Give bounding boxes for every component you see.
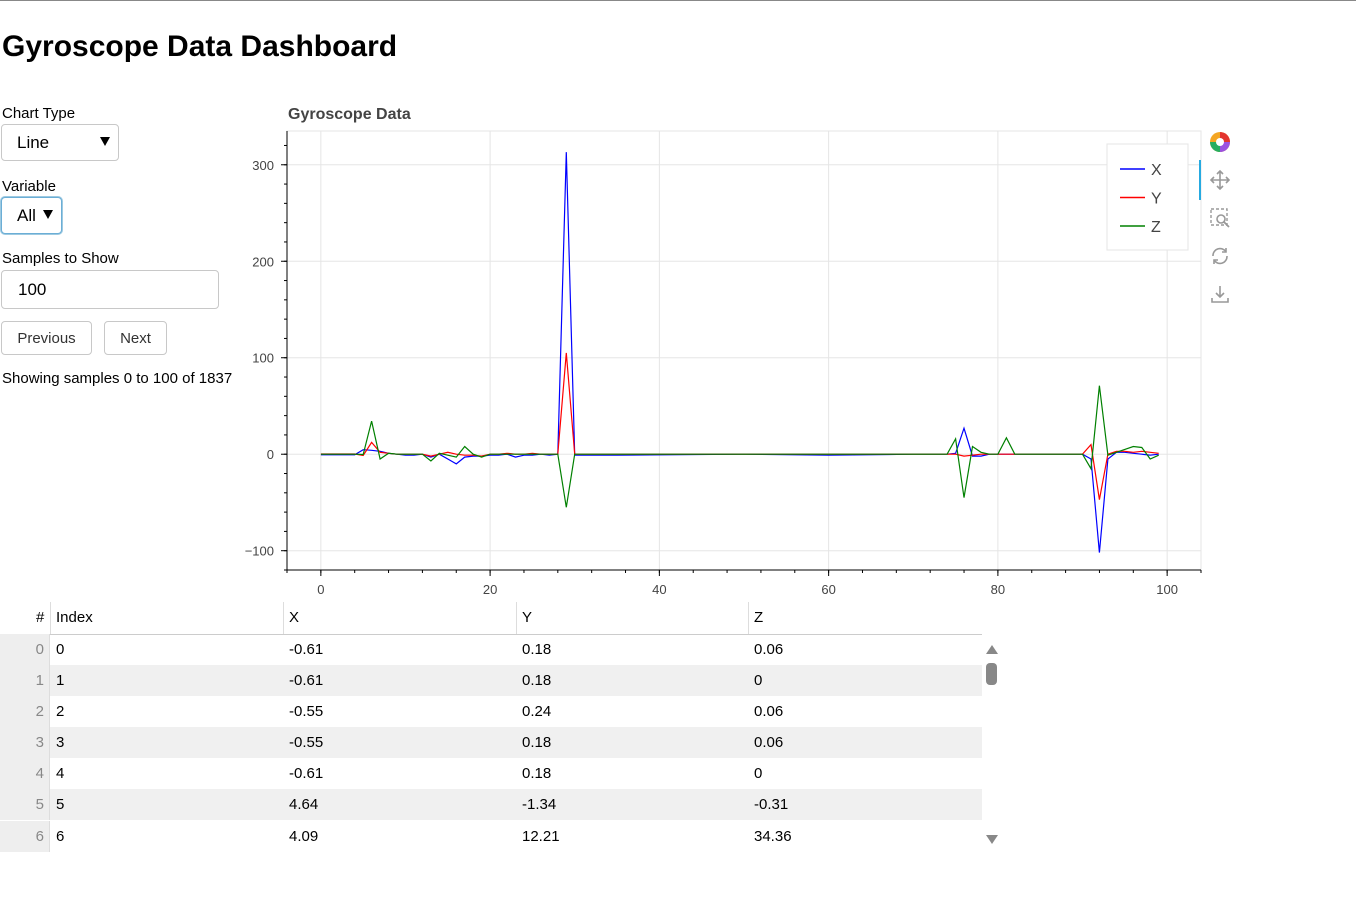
y-tick-label: 300 <box>252 158 274 173</box>
cell-y[interactable]: -1.34 <box>522 796 557 813</box>
cell-x[interactable]: -0.61 <box>289 641 324 658</box>
cell-index[interactable]: 1 <box>56 672 65 689</box>
cell-y[interactable]: 0.24 <box>522 703 552 720</box>
table-header: # Index X Y Z <box>0 602 1001 635</box>
cell-y[interactable]: 0.18 <box>522 672 552 689</box>
cell-x[interactable]: -0.61 <box>289 672 324 689</box>
table-row[interactable]: 4 4 -0.61 0.18 0 <box>0 758 982 789</box>
chevron-down-icon <box>43 210 53 219</box>
header-rownum[interactable]: # <box>36 609 45 626</box>
samples-label: Samples to Show <box>2 250 119 267</box>
bokeh-logo-icon[interactable] <box>1209 131 1231 153</box>
cell-index[interactable]: 0 <box>56 641 65 658</box>
cell-x[interactable]: -0.55 <box>289 734 324 751</box>
row-number: 1 <box>0 665 50 696</box>
box-zoom-icon[interactable] <box>1209 207 1231 229</box>
cell-index[interactable]: 2 <box>56 703 65 720</box>
chart-type-value: Line <box>17 132 50 152</box>
x-tick-label: 100 <box>1156 582 1178 597</box>
reset-icon[interactable] <box>1209 245 1231 267</box>
x-tick-label: 0 <box>317 582 324 597</box>
page-title: Gyroscope Data Dashboard <box>2 30 398 63</box>
cell-x[interactable]: 4.09 <box>289 828 319 845</box>
cell-z[interactable]: 0.06 <box>754 641 784 658</box>
column-divider <box>283 602 284 634</box>
next-button[interactable]: Next <box>104 321 167 355</box>
header-x[interactable]: X <box>289 609 300 626</box>
cell-y[interactable]: 0.18 <box>522 765 552 782</box>
row-number: 4 <box>0 758 50 789</box>
data-table: # Index X Y Z 0 0 -0.61 0.18 0.06 1 1 -0… <box>0 602 1001 853</box>
x-tick-label: 80 <box>991 582 1005 597</box>
column-divider <box>50 602 51 634</box>
cell-z[interactable]: 0 <box>754 672 763 689</box>
cell-x[interactable]: 4.64 <box>289 796 319 813</box>
x-tick-label: 40 <box>652 582 666 597</box>
table-row[interactable]: 5 5 4.64 -1.34 -0.31 <box>0 789 982 820</box>
scroll-thumb[interactable] <box>986 663 997 685</box>
variable-value: All <box>17 205 36 225</box>
legend-label-z: Z <box>1151 219 1161 236</box>
cell-z[interactable]: -0.31 <box>754 796 789 813</box>
row-number: 6 <box>0 821 50 852</box>
table-row[interactable]: 6 6 4.09 12.21 34.36 <box>0 821 982 852</box>
cell-z[interactable]: 0 <box>754 765 763 782</box>
header-z[interactable]: Z <box>754 609 764 626</box>
chart-title: Gyroscope Data <box>288 106 411 123</box>
variable-select[interactable]: All <box>1 197 62 234</box>
window-top-border <box>0 0 1356 1</box>
column-divider <box>748 602 749 634</box>
row-number: 0 <box>0 634 50 665</box>
previous-button[interactable]: Previous <box>1 321 92 355</box>
pan-icon[interactable] <box>1209 169 1231 191</box>
header-index[interactable]: Index <box>56 609 93 626</box>
toolbar-active-indicator <box>1199 160 1201 200</box>
table-row[interactable]: 3 3 -0.55 0.18 0.06 <box>0 727 982 758</box>
scroll-up-arrow-icon[interactable] <box>986 645 998 654</box>
scroll-down-arrow-icon[interactable] <box>986 835 998 844</box>
samples-status: Showing samples 0 to 100 of 1837 <box>2 370 233 387</box>
chart-legend <box>1106 143 1189 251</box>
save-icon[interactable] <box>1209 283 1231 305</box>
chevron-down-icon <box>100 137 110 146</box>
x-tick-label: 20 <box>483 582 497 597</box>
column-divider <box>516 602 517 634</box>
y-tick-label: 100 <box>252 351 274 366</box>
legend-label-y: Y <box>1151 191 1162 208</box>
y-tick-label: −100 <box>245 544 274 559</box>
cell-x[interactable]: -0.55 <box>289 703 324 720</box>
chart-type-select[interactable]: Line <box>1 124 119 161</box>
x-tick-label: 60 <box>821 582 835 597</box>
row-number: 3 <box>0 727 50 758</box>
cell-y[interactable]: 0.18 <box>522 641 552 658</box>
cell-x[interactable]: -0.61 <box>289 765 324 782</box>
cell-index[interactable]: 5 <box>56 796 65 813</box>
cell-y[interactable]: 12.21 <box>522 828 560 845</box>
legend-label-x: X <box>1151 162 1162 179</box>
plot-area <box>286 130 1202 571</box>
row-number: 2 <box>0 696 50 727</box>
cell-z[interactable]: 0.06 <box>754 703 784 720</box>
header-y[interactable]: Y <box>522 609 533 626</box>
cell-index[interactable]: 6 <box>56 828 65 845</box>
chart-type-label: Chart Type <box>2 105 76 122</box>
cell-y[interactable]: 0.18 <box>522 734 552 751</box>
table-row[interactable]: 0 0 -0.61 0.18 0.06 <box>0 634 982 665</box>
gyroscope-chart[interactable]: 0 20 40 60 80 100 −100 0 100 200 300 XYZ <box>0 0 1356 600</box>
variable-label: Variable <box>2 178 56 195</box>
cell-z[interactable]: 34.36 <box>754 828 792 845</box>
cell-index[interactable]: 4 <box>56 765 65 782</box>
table-row[interactable]: 1 1 -0.61 0.18 0 <box>0 665 982 696</box>
series-line-z <box>320 385 1159 508</box>
samples-input[interactable]: 100 <box>1 270 219 309</box>
table-scrollbar[interactable] <box>982 634 1001 853</box>
table-row[interactable]: 2 2 -0.55 0.24 0.06 <box>0 696 982 727</box>
cell-index[interactable]: 3 <box>56 734 65 751</box>
cell-z[interactable]: 0.06 <box>754 734 784 751</box>
y-tick-label: 0 <box>267 447 274 462</box>
y-tick-label: 200 <box>252 254 274 269</box>
row-number: 5 <box>0 789 50 820</box>
